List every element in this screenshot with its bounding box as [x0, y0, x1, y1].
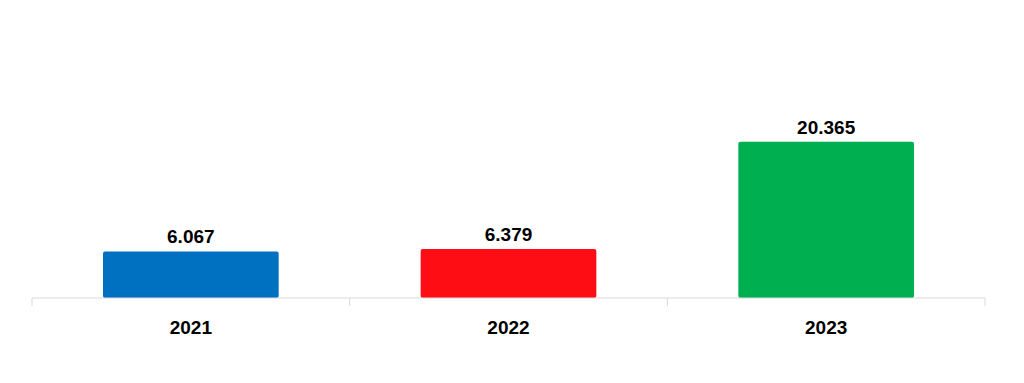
bar — [421, 249, 597, 298]
bars — [103, 142, 914, 298]
x-axis — [32, 298, 985, 299]
category-separator — [32, 298, 33, 306]
category-separator — [349, 298, 350, 306]
bar — [738, 142, 914, 298]
category-separator — [667, 298, 668, 306]
chart-container: 6.067 2021 6.379 2022 20.365 2023 — [0, 0, 1024, 383]
labels: 6.067 2021 6.379 2022 20.365 2023 — [167, 117, 856, 338]
data-label: 20.365 — [797, 117, 856, 138]
data-label: 6.379 — [485, 224, 533, 245]
bar — [103, 251, 279, 298]
chart-svg: 6.067 2021 6.379 2022 20.365 2023 — [0, 0, 1024, 383]
x-tick-label: 2023 — [805, 317, 847, 338]
x-tick-label: 2022 — [487, 317, 529, 338]
data-label: 6.067 — [167, 226, 215, 247]
x-tick-label: 2021 — [170, 317, 213, 338]
category-separator — [985, 298, 986, 306]
